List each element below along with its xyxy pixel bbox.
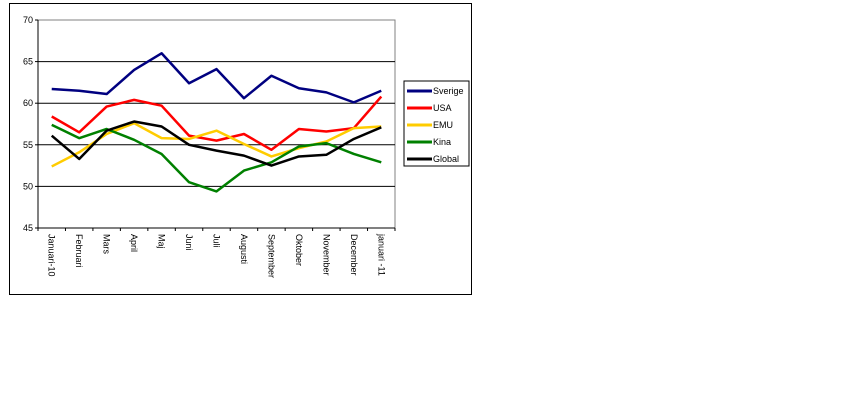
legend-label: Sverige xyxy=(433,86,464,96)
legend-label: Global xyxy=(433,154,459,164)
y-tick-label: 60 xyxy=(23,98,33,108)
legend-label: Kina xyxy=(433,137,451,147)
x-tick-label: Juni xyxy=(184,234,194,251)
series-line-usa xyxy=(51,95,383,152)
x-tick-label: Augusti xyxy=(239,234,249,264)
x-tick-label: December xyxy=(349,234,359,276)
x-tick-label: April xyxy=(129,234,139,252)
series-line-emu xyxy=(51,121,382,168)
chart-frame xyxy=(9,3,472,295)
x-tick-label: Oktober xyxy=(294,234,304,266)
series-line-kina xyxy=(51,123,382,193)
legend-label: EMU xyxy=(433,120,453,130)
series-line-sverige xyxy=(51,52,382,104)
x-tick-label: Februari xyxy=(74,234,84,268)
x-tick-label: Mars xyxy=(102,234,112,254)
y-tick-label: 55 xyxy=(23,140,33,150)
x-tick-label: januari -11 xyxy=(376,233,386,276)
x-tick-label: Maj xyxy=(157,234,167,249)
y-tick-label: 45 xyxy=(23,223,33,233)
y-tick-label: 70 xyxy=(23,15,33,25)
x-tick-label: Juli xyxy=(212,234,222,248)
y-tick-label: 50 xyxy=(23,181,33,191)
x-tick-label: September xyxy=(266,234,276,278)
y-tick-label: 65 xyxy=(23,57,33,67)
legend-label: USA xyxy=(433,103,452,113)
plot-area xyxy=(37,19,396,229)
x-tick-label: November xyxy=(321,234,331,276)
series-line-global xyxy=(50,120,382,167)
x-tick-label: Januari-10 xyxy=(47,234,57,277)
